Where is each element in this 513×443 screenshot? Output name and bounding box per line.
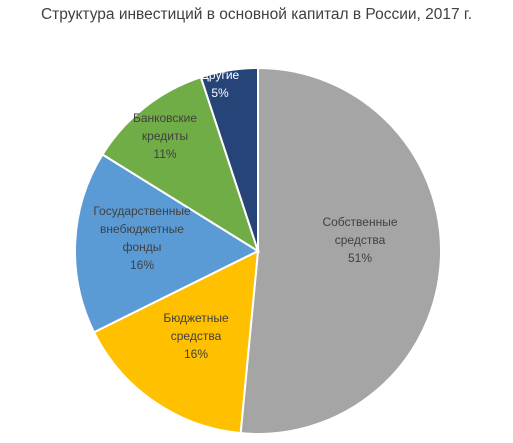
chart-title: Структура инвестиций в основной капитал … [40, 6, 472, 23]
pie-slice-0 [239, 66, 442, 435]
slice-label-1: Бюджетные средства 16% [163, 311, 229, 361]
pie-slice-2 [74, 153, 261, 334]
slice-label-3: Банковские кредиты 11% [133, 111, 197, 161]
slice-label-2: Государственные внебюджетные фонды 16% [93, 204, 191, 272]
pie-slice-1 [92, 249, 260, 435]
pie-slice-3 [101, 75, 260, 254]
slice-label-4: Другие 5% [201, 68, 240, 100]
slice-label-0: Собственные средства 51% [322, 215, 397, 265]
pie-slice-4 [199, 66, 259, 252]
